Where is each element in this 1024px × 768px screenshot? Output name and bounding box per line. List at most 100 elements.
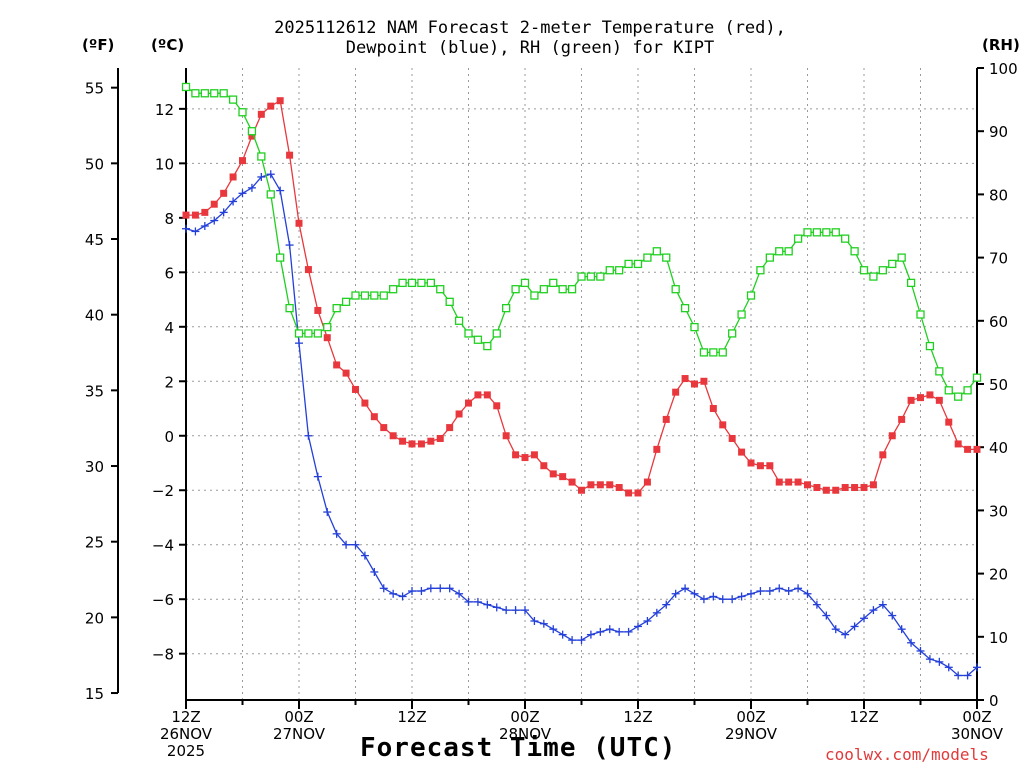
dewpoint-point: [822, 611, 831, 620]
temperature-point: [512, 451, 520, 459]
rh-point: [822, 228, 831, 237]
temperature-point: [851, 484, 859, 492]
temperature-point: [587, 481, 595, 489]
temperature-point: [747, 459, 755, 467]
temperature-point: [380, 424, 388, 432]
celsius-tick-label: 10: [155, 155, 174, 173]
temperature-point: [935, 396, 943, 404]
dewpoint-point: [662, 600, 671, 609]
temperature-point: [342, 369, 350, 377]
celsius-tick-label: 4: [164, 319, 174, 337]
temperature-point: [841, 484, 849, 492]
rh-point: [313, 329, 322, 338]
dewpoint-point: [775, 584, 784, 593]
rh-point: [596, 272, 605, 281]
dewpoint-point: [850, 622, 859, 631]
dewpoint-point: [605, 625, 614, 634]
dewpoint-point: [539, 619, 548, 628]
dewpoint-point: [426, 584, 435, 593]
temperature-point: [530, 451, 538, 459]
temperature-point: [408, 440, 416, 448]
temperature-point: [907, 396, 915, 404]
axes: [111, 67, 984, 709]
dewpoint-point: [511, 606, 520, 615]
rh-point: [784, 247, 793, 256]
rh-point: [520, 278, 530, 288]
rh-point: [436, 285, 445, 294]
temperature-point: [804, 481, 811, 489]
rh-point: [906, 278, 916, 288]
rh-point: [775, 247, 784, 256]
temperature-point: [201, 208, 209, 216]
temperature-point: [643, 478, 651, 486]
x-tick-label: 26NOV: [160, 725, 213, 743]
rh-point: [276, 253, 285, 262]
temperature-point: [775, 478, 783, 486]
dewpoint-point: [342, 540, 351, 549]
temperature-point: [267, 102, 275, 110]
fahrenheit-tick-label: 55: [85, 80, 104, 98]
celsius-tick-label: −2: [152, 482, 174, 500]
dewpoint-point: [803, 589, 812, 598]
rh-point: [219, 89, 228, 98]
dewpoint-point: [577, 636, 586, 645]
temperature-point: [700, 377, 708, 385]
temperature-point: [766, 462, 774, 470]
rh-point: [633, 259, 643, 269]
rh-point: [690, 322, 699, 332]
dewpoint-point: [709, 592, 718, 601]
rh-point: [662, 253, 671, 262]
data-series: [181, 82, 982, 680]
rh-point: [558, 285, 567, 294]
rh-point: [709, 348, 718, 357]
rh-point: [624, 259, 633, 269]
temperature-point: [210, 200, 218, 208]
rh-point: [539, 285, 548, 294]
temperature-point: [389, 432, 397, 440]
rh-point: [859, 266, 869, 275]
dewpoint-point: [643, 617, 652, 625]
celsius-tick-label: 2: [164, 373, 174, 391]
dewpoint-point: [615, 627, 624, 636]
dewpoint-point: [681, 584, 690, 593]
dewpoint-point: [200, 222, 209, 230]
rh-point: [530, 291, 539, 300]
rh-point: [549, 278, 558, 288]
temperature-point: [681, 375, 689, 383]
rh-point: [285, 304, 294, 313]
dewpoint-point: [568, 636, 577, 645]
dewpoint-point: [266, 170, 275, 179]
temperature-point: [785, 478, 793, 486]
tick-labels: 152025303540455055−8−6−4−202468101201020…: [85, 60, 1018, 760]
temperature-point: [926, 391, 934, 399]
celsius-tick-label: 0: [164, 428, 174, 446]
temperature-point: [822, 486, 830, 494]
temperature-point: [691, 380, 698, 388]
dewpoint-point: [765, 587, 774, 596]
temperature-point: [370, 413, 378, 421]
rh-tick-label: 30: [989, 502, 1008, 520]
dewpoint-point: [417, 587, 426, 596]
dewpoint-point: [634, 622, 642, 631]
x-tick-label: 12Z: [623, 708, 652, 726]
temperature-point: [917, 394, 924, 402]
temperature-point: [248, 132, 256, 140]
rh-tick-label: 50: [989, 376, 1008, 394]
dewpoint-point: [860, 614, 868, 623]
temperature-point: [832, 486, 840, 494]
rh-tick-label: 20: [989, 566, 1008, 584]
dewpoint-point: [718, 595, 727, 604]
dewpoint-point: [530, 617, 539, 625]
dewpoint-point: [549, 625, 558, 634]
rh-tick-label: 80: [989, 186, 1008, 204]
temperature-point: [596, 481, 604, 489]
x-tick-label: 12Z: [171, 708, 200, 726]
temperature-point: [436, 434, 444, 442]
temperature-point: [672, 388, 680, 396]
temperature-point: [615, 484, 623, 492]
temperature-point: [794, 478, 802, 486]
temperature-point: [314, 306, 322, 314]
temperature-point: [888, 432, 896, 440]
celsius-tick-label: −6: [152, 591, 174, 609]
